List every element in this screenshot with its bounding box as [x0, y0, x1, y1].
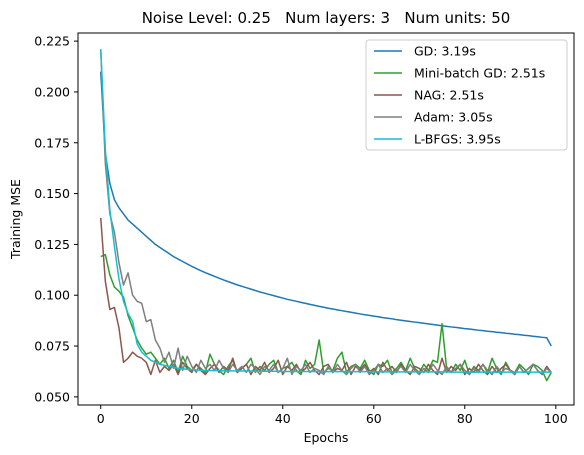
series-line-2 — [100, 217, 552, 376]
y-axis: 0.050 0.075 0.100 0.125 0.150 0.175 0.200 0.225 — [34, 34, 78, 404]
legend-label: L-BFGS: 3.95s — [414, 132, 501, 147]
legend-label: Adam: 3.05s — [414, 110, 493, 125]
x-tick-label: 0 — [97, 411, 105, 426]
x-axis: 0 20 40 60 80 100 — [97, 405, 568, 426]
plot-area — [100, 49, 552, 382]
x-tick-label: 100 — [544, 411, 568, 426]
x-tick-label: 80 — [457, 411, 473, 426]
plot-frame — [77, 32, 575, 406]
y-tick-label: 0.225 — [34, 34, 70, 49]
legend-label: Mini-batch GD: 2.51s — [414, 66, 545, 81]
y-tick-label: 0.150 — [34, 186, 70, 201]
y-tick-label: 0.100 — [34, 288, 70, 303]
y-tick-label: 0.175 — [34, 135, 70, 150]
y-tick-label: 0.125 — [34, 237, 70, 252]
chart-title: Noise Level: 0.25 Num layers: 3 Num unit… — [142, 9, 511, 27]
x-tick-label: 40 — [275, 411, 291, 426]
y-tick-label: 0.050 — [34, 389, 70, 404]
legend-label: NAG: 2.51s — [414, 88, 484, 103]
x-tick-label: 60 — [366, 411, 382, 426]
x-tick-label: 20 — [184, 411, 200, 426]
y-tick-label: 0.075 — [34, 339, 70, 354]
series-line-3 — [100, 49, 552, 376]
series-line-1 — [100, 253, 552, 382]
legend-label: GD: 3.19s — [414, 44, 476, 59]
y-axis-label: Training MSE — [8, 179, 23, 260]
x-axis-label: Epochs — [304, 430, 349, 445]
series-line-4 — [100, 49, 552, 373]
y-tick-label: 0.200 — [34, 84, 70, 99]
legend: GD: 3.19s Mini-batch GD: 2.51s NAG: 2.51s A… — [365, 39, 568, 151]
series-line-0 — [100, 71, 552, 347]
legend-box — [365, 39, 568, 151]
